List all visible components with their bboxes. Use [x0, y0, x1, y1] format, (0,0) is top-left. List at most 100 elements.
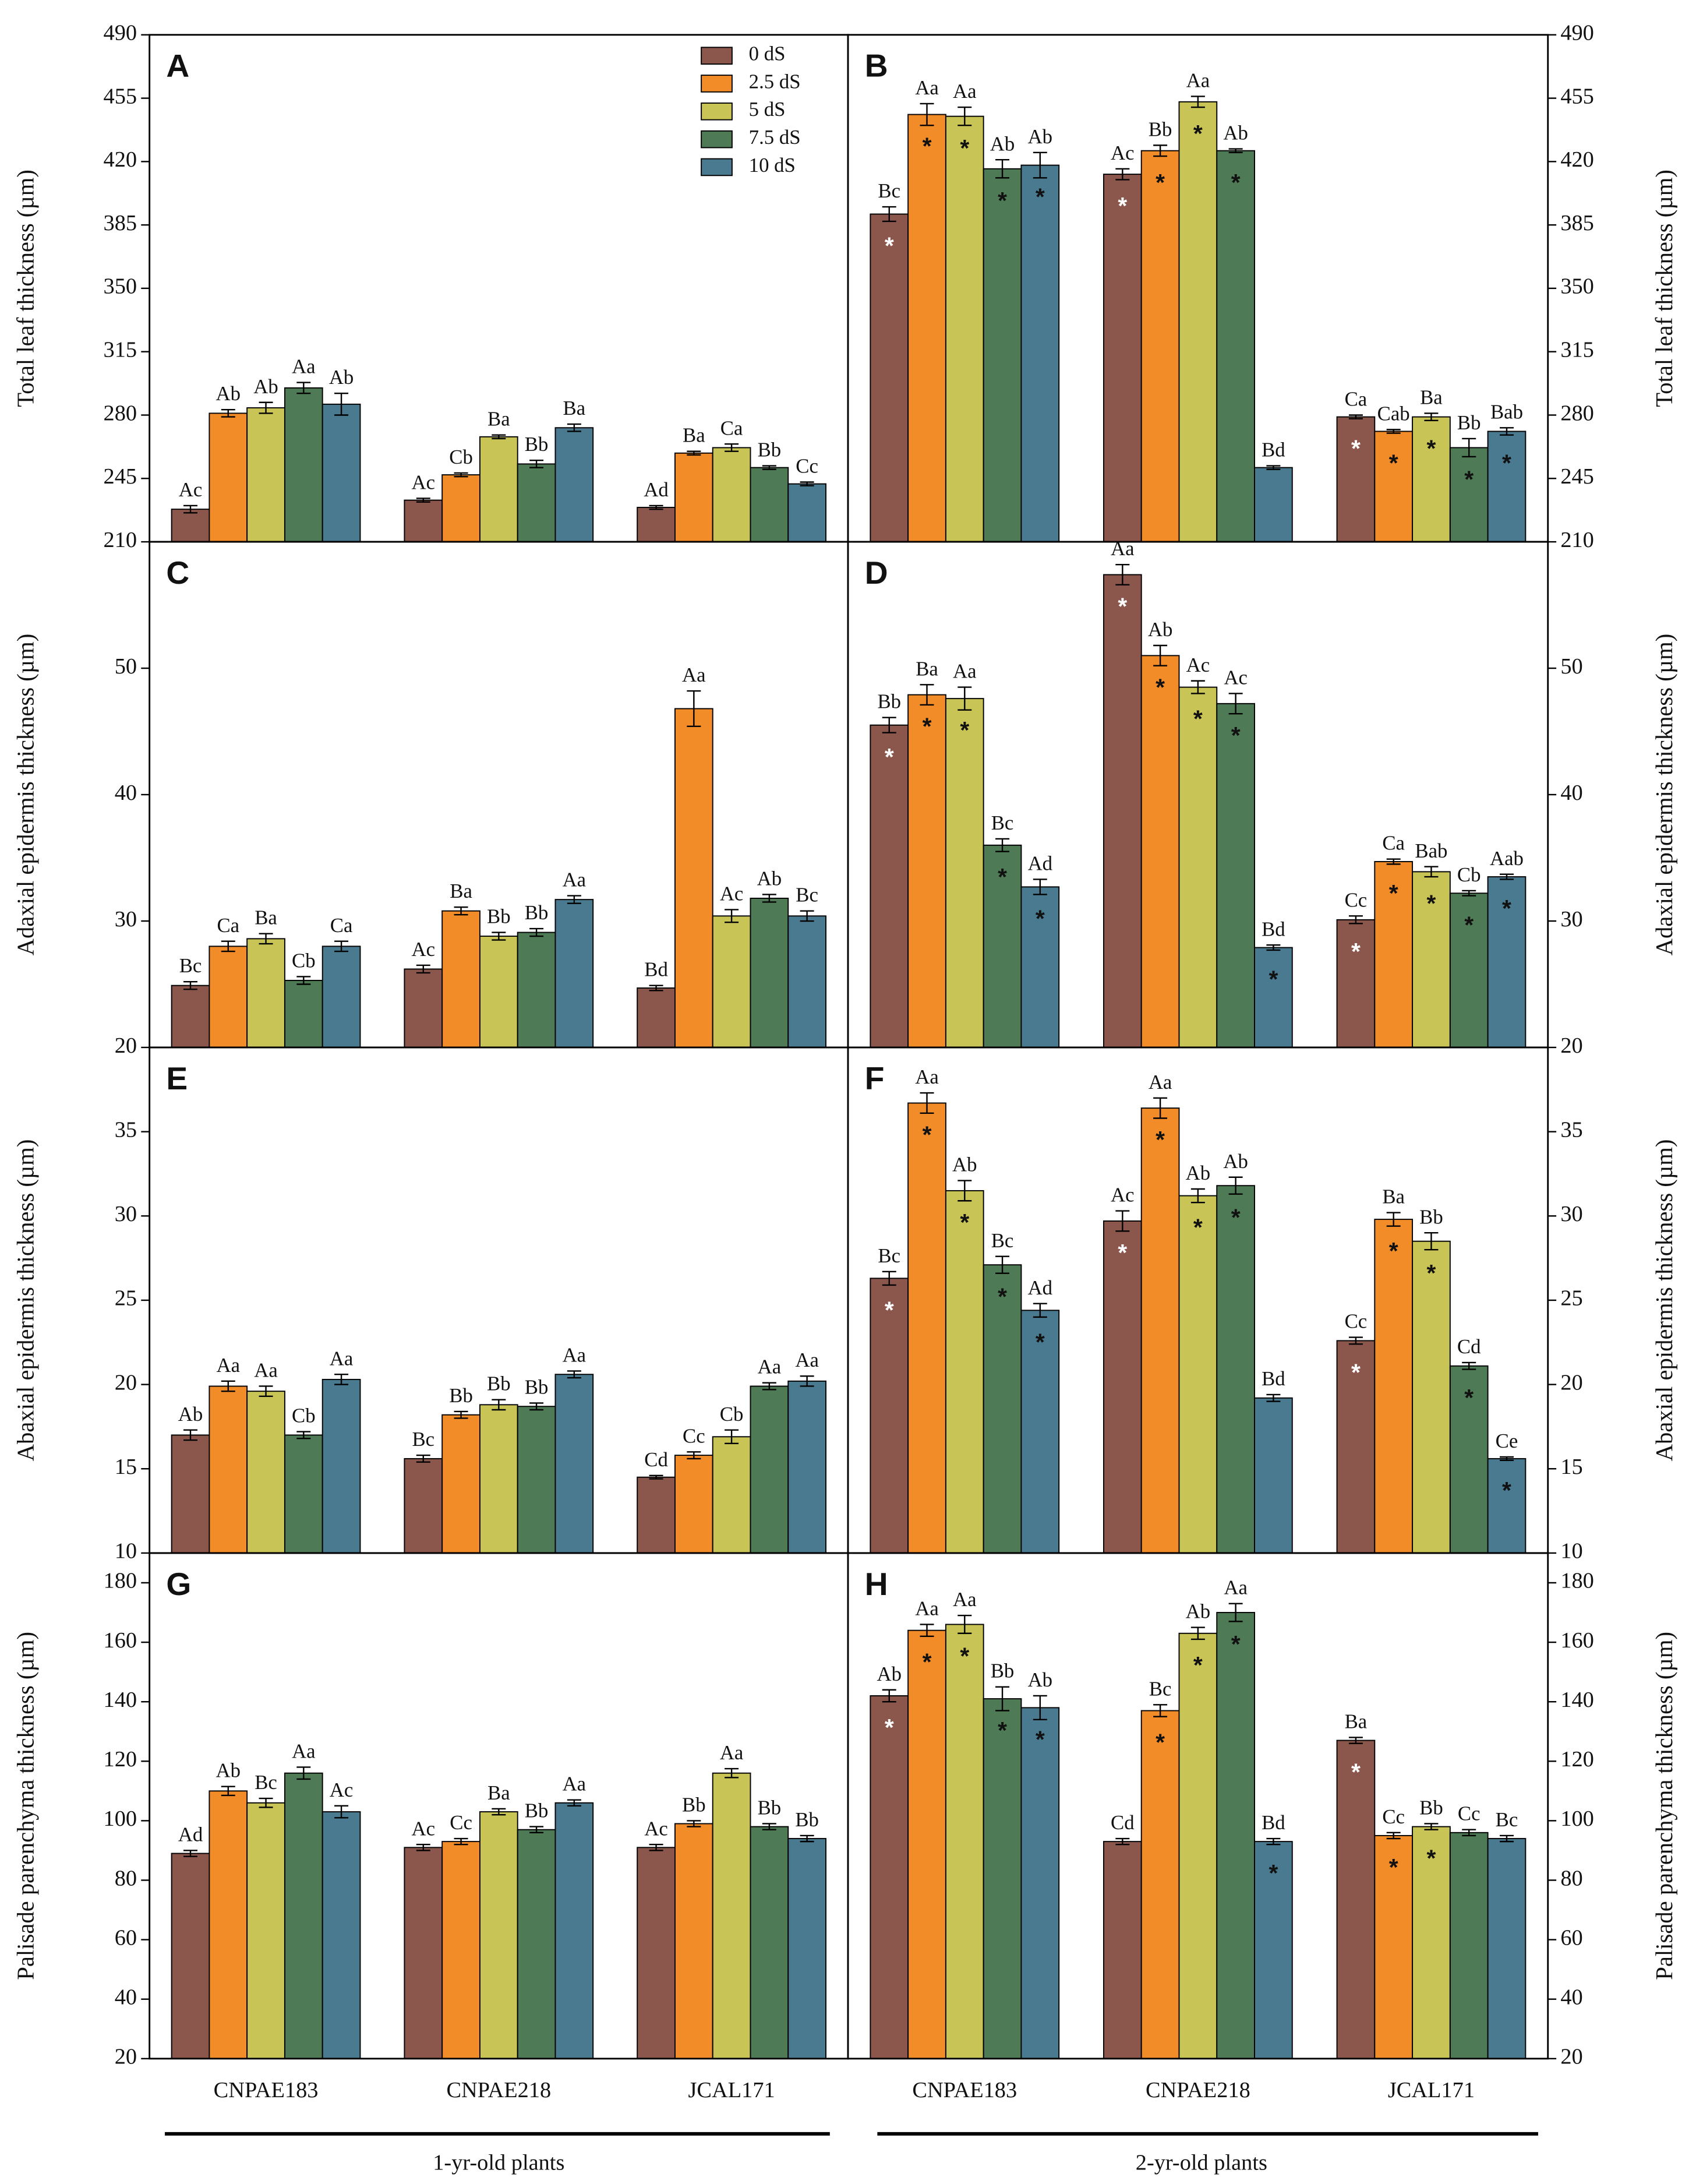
asterisk: * — [998, 1283, 1007, 1310]
bar — [1216, 703, 1255, 1048]
error-bar — [334, 1805, 349, 1819]
bar — [1254, 467, 1293, 543]
asterisk: * — [1118, 192, 1127, 219]
y-tick-label: 20 — [1560, 1033, 1582, 1058]
error-bar — [1033, 878, 1047, 895]
error-bar — [183, 504, 198, 514]
error-bar — [649, 985, 663, 992]
error-bar — [1424, 412, 1439, 422]
asterisk: * — [1193, 1214, 1203, 1241]
bar — [441, 1841, 480, 2059]
error-bar — [1266, 944, 1281, 951]
significance-letters: Ac — [412, 1817, 436, 1840]
error-bar — [492, 434, 506, 440]
bar — [787, 483, 826, 543]
significance-letters: Aa — [720, 1741, 744, 1764]
error-bar — [882, 717, 896, 733]
bar — [441, 474, 480, 543]
y-tick-label: 455 — [1560, 84, 1594, 108]
asterisk: * — [1389, 880, 1398, 906]
y-tick-label: 30 — [115, 1202, 137, 1226]
asterisk: * — [885, 232, 894, 259]
bar — [517, 932, 556, 1048]
bar — [674, 1455, 713, 1554]
y-tick-label: 50 — [1560, 654, 1582, 679]
x-tick-label: CNPAE183 — [214, 2078, 319, 2102]
y-axis-title: Adaxial epidermis thickness (µm) — [1651, 634, 1677, 956]
y-tick-label: 40 — [115, 1985, 137, 2010]
error-bar — [957, 106, 972, 126]
significance-letters: Ab — [952, 1153, 977, 1176]
bar — [787, 1838, 826, 2059]
bar — [554, 427, 594, 543]
panel-label: A — [166, 48, 189, 84]
group-label: 1-yr-old plants — [433, 2150, 564, 2175]
significance-letters: Ca — [1345, 388, 1368, 411]
asterisk: * — [960, 1643, 969, 1670]
x-tick-label: JCAL171 — [1388, 2078, 1475, 2102]
significance-letters: Bb — [877, 690, 901, 713]
significance-letters: Ca — [720, 417, 743, 439]
bar — [246, 1391, 285, 1554]
bar — [1178, 1632, 1218, 2059]
error-bar — [1348, 1336, 1363, 1345]
error-bar — [1386, 858, 1401, 865]
significance-letters: Ac — [412, 938, 436, 961]
bar — [1140, 150, 1180, 543]
asterisk: * — [1464, 911, 1474, 938]
error-bar — [567, 1799, 581, 1807]
significance-letters: Cab — [1377, 402, 1410, 425]
y-tick-label: 120 — [104, 1747, 137, 1772]
significance-letters: Aa — [1111, 537, 1135, 560]
error-bar — [454, 1837, 468, 1846]
significance-letters: Ac — [412, 471, 436, 494]
error-bar — [882, 206, 896, 223]
error-bar — [1153, 144, 1168, 157]
error-bar — [762, 465, 776, 470]
significance-letters: Bd — [1262, 1367, 1285, 1390]
error-bar — [995, 1686, 1010, 1712]
asterisk: * — [960, 717, 969, 743]
significance-letters: Ba — [1420, 386, 1443, 408]
y-tick-label: 10 — [1560, 1539, 1582, 1564]
bar — [674, 1823, 713, 2059]
error-bar — [529, 460, 544, 468]
bar — [945, 1624, 984, 2059]
asterisk: * — [1427, 1259, 1436, 1286]
significance-letters: Ac — [1224, 666, 1248, 689]
asterisk: * — [1231, 722, 1241, 749]
significance-letters: Bc — [991, 811, 1014, 834]
asterisk: * — [1427, 1845, 1436, 1872]
asterisk: * — [1231, 1631, 1241, 1657]
significance-letters: Ab — [216, 382, 241, 405]
error-bar — [957, 1180, 972, 1202]
bar — [479, 436, 518, 543]
asterisk: * — [1156, 674, 1165, 701]
significance-letters: Bb — [758, 1797, 782, 1819]
bar — [870, 213, 909, 543]
bar — [870, 1695, 909, 2059]
y-tick-label: 180 — [1560, 1569, 1594, 1593]
significance-letters: Ba — [1345, 1710, 1368, 1733]
error-bar — [687, 1451, 701, 1460]
significance-letters: Cb — [292, 950, 316, 972]
significance-letters: Cc — [1345, 888, 1368, 911]
significance-letters: Ba — [487, 408, 510, 431]
bar — [171, 985, 210, 1048]
bar — [637, 507, 676, 543]
y-tick-label: 60 — [115, 1925, 137, 1950]
significance-letters: Aa — [217, 1354, 241, 1377]
error-bar — [1153, 644, 1168, 666]
error-bar — [1115, 1210, 1130, 1232]
bar — [404, 499, 443, 543]
bar — [1020, 1310, 1060, 1554]
error-bar — [567, 895, 581, 904]
asterisk: * — [1464, 1384, 1474, 1411]
significance-letters: Aa — [953, 1588, 977, 1611]
significance-letters: Bb — [1419, 1205, 1443, 1228]
significance-letters: Aa — [795, 1349, 819, 1371]
y-axis-title: Total leaf thickness (µm) — [1651, 170, 1677, 407]
bar — [1336, 1740, 1376, 2059]
significance-letters: Bb — [1149, 118, 1172, 140]
bar — [712, 915, 751, 1048]
